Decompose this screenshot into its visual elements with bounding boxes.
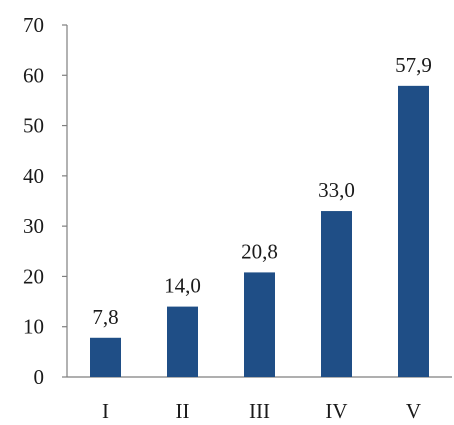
data-labels-group: 7,8 14,0 20,8 33,0 57,9: [92, 53, 432, 329]
y-tick-label: 30: [23, 214, 44, 238]
x-tick-label: V: [406, 399, 421, 423]
bar: [398, 85, 429, 378]
bar-data-label: 57,9: [395, 53, 432, 77]
y-tick-label: 40: [23, 164, 44, 188]
bar-data-label: 14,0: [164, 274, 201, 298]
y-tick-label: 10: [23, 315, 44, 339]
bar: [167, 306, 198, 377]
bars-group: [90, 85, 429, 378]
y-tick-label: 50: [23, 114, 44, 138]
y-tick-label: 70: [23, 13, 44, 37]
x-tick-label: I: [102, 399, 109, 423]
x-tick-label: II: [176, 399, 190, 423]
bar: [321, 211, 352, 377]
x-axis-labels: I II III IV V: [102, 399, 421, 423]
bar-data-label: 7,8: [92, 305, 118, 329]
y-tick-label: 0: [34, 365, 45, 389]
bar-data-label: 33,0: [318, 178, 355, 202]
bar: [244, 272, 275, 377]
y-tick-label: 60: [23, 63, 44, 87]
y-axis-ticks: 0 10 20 30 40 50 60 70: [23, 13, 67, 389]
y-tick-label: 20: [23, 264, 44, 288]
x-tick-label: IV: [325, 399, 347, 423]
bar: [90, 337, 121, 377]
x-tick-label: III: [249, 399, 270, 423]
bar-data-label: 20,8: [241, 239, 278, 263]
